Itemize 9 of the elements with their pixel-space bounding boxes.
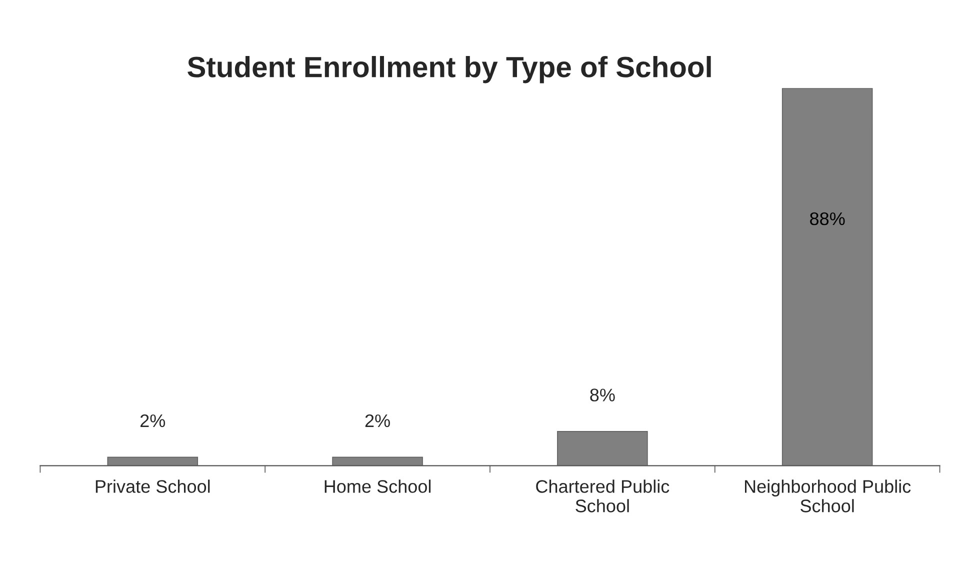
x-tick-label: Chartered Public School [536, 480, 670, 512]
data-label: 8% [590, 388, 615, 402]
x-tick-label: Home School [324, 480, 431, 493]
data-label: 2% [140, 414, 166, 428]
data-label: 2% [365, 414, 390, 428]
data-label: 88% [810, 212, 845, 226]
x-tick-label: Private School [96, 480, 210, 493]
x-tick-label: Neighborhood Public School [744, 480, 911, 512]
chart-title: Student Enrollment by Type of School [188, 56, 711, 84]
